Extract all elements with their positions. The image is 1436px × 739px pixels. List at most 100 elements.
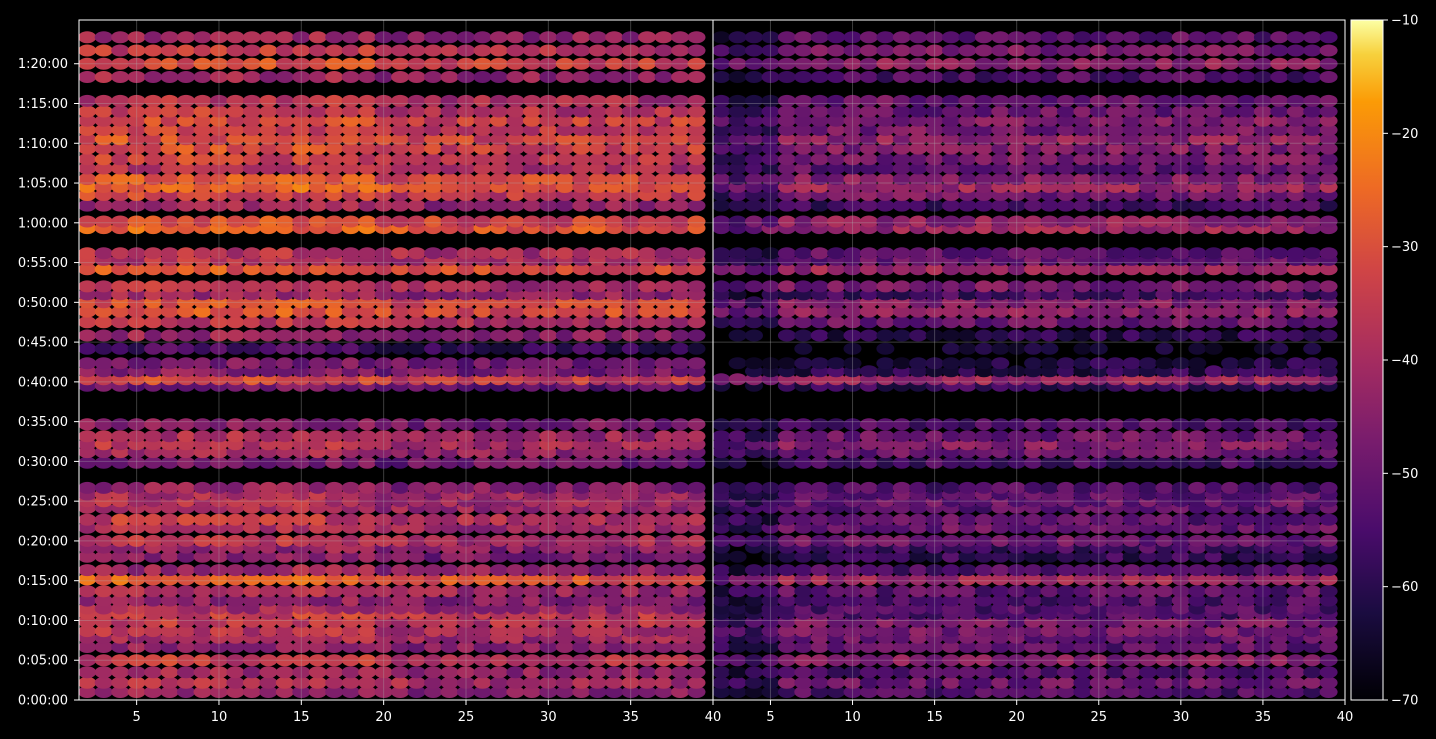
heatmap-cell [506,31,525,44]
heatmap-cell [1155,133,1174,146]
heatmap-cell [94,31,113,44]
x-tick-label: 40 [705,710,722,725]
heatmap-cell [1106,534,1125,547]
heatmap-cell [761,641,780,653]
heatmap-cell [654,124,673,136]
heatmap-cell [794,162,813,175]
heatmap-cell [473,162,492,175]
heatmap-cell [621,114,640,127]
heatmap-cell [193,44,212,57]
heatmap-cell [1171,124,1190,136]
heatmap-cell [1237,585,1256,598]
heatmap-cell [226,654,245,667]
heatmap-cell [827,162,846,175]
y-tick-label: 0:35:00 [18,415,68,430]
heatmap-cell [522,534,541,547]
heatmap-cell [827,263,846,276]
heatmap-cell [942,105,960,118]
heatmap-cell [1155,513,1174,526]
heatmap-cell [1056,162,1075,175]
heatmap-cell [391,94,410,107]
heatmap-cell [991,142,1010,155]
heatmap-cell [1155,550,1174,563]
heatmap-cell [1106,199,1125,212]
heatmap-cell [275,280,294,293]
heatmap-cell [407,641,426,653]
heatmap-cell [794,305,813,318]
heatmap-cell [1122,686,1141,698]
heatmap-cell [242,114,261,127]
heatmap-cell [374,133,393,146]
heatmap-cell [687,676,706,689]
heatmap-cell [555,263,574,276]
heatmap-cell [341,430,360,443]
heatmap-cell [1056,585,1075,598]
heatmap-cell [1122,215,1141,228]
heatmap-cell [1040,430,1059,443]
heatmap-cell [424,71,443,83]
heatmap-cell [745,94,763,107]
heatmap-cell [127,573,146,586]
heatmap-cell [210,44,228,57]
heatmap-cell [859,44,878,57]
heatmap-cell [1303,430,1322,443]
heatmap-cell [876,534,895,547]
heatmap-cell [1139,124,1157,136]
heatmap-cell [588,481,607,494]
heatmap-cell [843,162,862,175]
heatmap-cell [275,162,294,175]
heatmap-cell [1024,124,1043,136]
heatmap-cell [522,573,541,586]
heatmap-cell [728,564,747,577]
heatmap-cell [588,57,607,70]
heatmap-cell [1221,31,1240,44]
heatmap-cell [177,142,195,155]
heatmap-cell [777,162,796,175]
heatmap-cell [777,44,796,57]
heatmap-cell [275,263,294,276]
heatmap-cell [440,94,459,107]
heatmap-cell [111,124,130,136]
heatmap-cell [909,162,928,175]
heatmap-cell [160,247,179,260]
colorbar-tick-label: −50 [1391,467,1418,482]
heatmap-cell [1106,215,1125,228]
heatmap-cell [1204,418,1223,431]
heatmap-cell [958,162,977,175]
heatmap-cell [991,173,1010,186]
heatmap-cell [1040,625,1059,638]
heatmap-cell [925,686,944,698]
heatmap-cell [605,676,624,689]
heatmap-cell [489,44,508,57]
heatmap-cell [374,357,393,370]
heatmap-cell [892,594,911,607]
heatmap-cell [539,594,558,607]
heatmap-cell [958,430,977,443]
heatmap-cell [859,564,878,577]
heatmap-cell [226,173,245,186]
heatmap-cell [687,430,706,443]
heatmap-cell [1040,654,1059,667]
x-tick-label: 10 [844,710,861,725]
colorbar [1350,19,1384,701]
heatmap-cell [1303,199,1322,212]
heatmap-cell [275,625,294,638]
heatmap-cell [794,686,813,698]
heatmap-cell [127,124,146,136]
heatmap-cell [1155,105,1174,118]
heatmap-cell [1040,71,1059,83]
heatmap-cell [506,481,525,494]
heatmap-cell [160,124,179,136]
heatmap-cell [745,105,763,118]
heatmap-cell [489,534,508,547]
heatmap-cell [942,162,960,175]
heatmap-cell [958,534,977,547]
heatmap-cell [489,162,508,175]
heatmap-cell [572,105,591,118]
heatmap-cell [1188,594,1207,607]
heatmap-cell [1286,564,1305,577]
heatmap-cell [193,654,212,667]
heatmap-cell [1040,418,1059,431]
heatmap-cell [391,162,410,175]
heatmap-cell [810,94,829,107]
